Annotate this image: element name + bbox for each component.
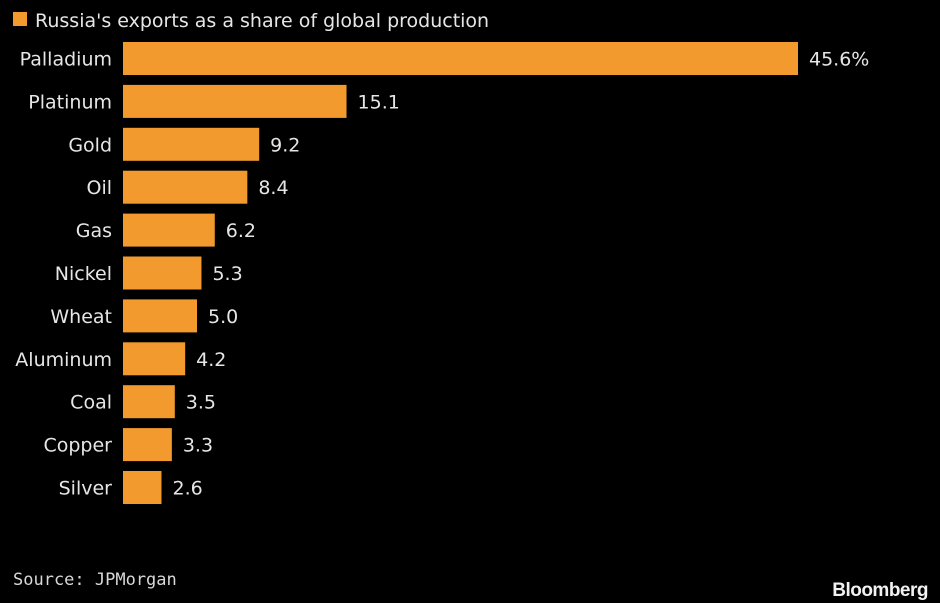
bar-oil	[123, 170, 248, 204]
value-label-wheat: 5.0	[208, 306, 238, 328]
value-label-copper: 3.3	[183, 435, 213, 457]
legend-label: Russia's exports as a share of global pr…	[35, 10, 489, 32]
bar-nickel	[123, 256, 202, 290]
legend-swatch	[13, 12, 27, 26]
category-label-gas: Gas	[76, 220, 112, 242]
bar-palladium	[123, 42, 798, 75]
category-label-gold: Gold	[68, 134, 112, 156]
bar-wheat	[123, 299, 198, 333]
bar-silver	[123, 471, 162, 504]
bar-copper	[123, 428, 172, 462]
value-label-oil: 8.4	[258, 177, 288, 199]
category-label-platinum: Platinum	[28, 91, 112, 113]
bloomberg-logo: Bloomberg	[832, 580, 928, 601]
bar-coal	[123, 385, 175, 419]
bar-platinum	[123, 84, 347, 118]
value-label-silver: 2.6	[172, 478, 202, 500]
category-label-silver: Silver	[59, 478, 113, 500]
category-label-oil: Oil	[86, 177, 112, 199]
bar-chart: Russia's exports as a share of global pr…	[13, 10, 869, 504]
category-label-copper: Copper	[43, 435, 112, 457]
category-label-nickel: Nickel	[55, 263, 112, 285]
source-note: Source: JPMorgan	[13, 570, 177, 590]
value-label-gold: 9.2	[270, 134, 300, 156]
bars-group: Palladium 45.6% Platinum 15.1 Gold 9.2 Oil 8.4 G…	[15, 42, 869, 504]
bar-aluminum	[123, 342, 186, 376]
legend: Russia's exports as a share of global pr…	[13, 10, 489, 32]
category-label-wheat: Wheat	[50, 306, 112, 328]
value-label-aluminum: 4.2	[196, 349, 226, 371]
bar-gas	[123, 213, 215, 247]
value-label-coal: 3.5	[186, 392, 216, 414]
category-label-coal: Coal	[70, 392, 112, 414]
value-label-palladium: 45.6%	[809, 49, 869, 71]
bar-gold	[123, 127, 260, 161]
value-label-gas: 6.2	[226, 220, 256, 242]
value-label-nickel: 5.3	[212, 263, 242, 285]
category-label-aluminum: Aluminum	[15, 349, 112, 371]
category-label-palladium: Palladium	[20, 49, 112, 71]
value-label-platinum: 15.1	[358, 91, 400, 113]
